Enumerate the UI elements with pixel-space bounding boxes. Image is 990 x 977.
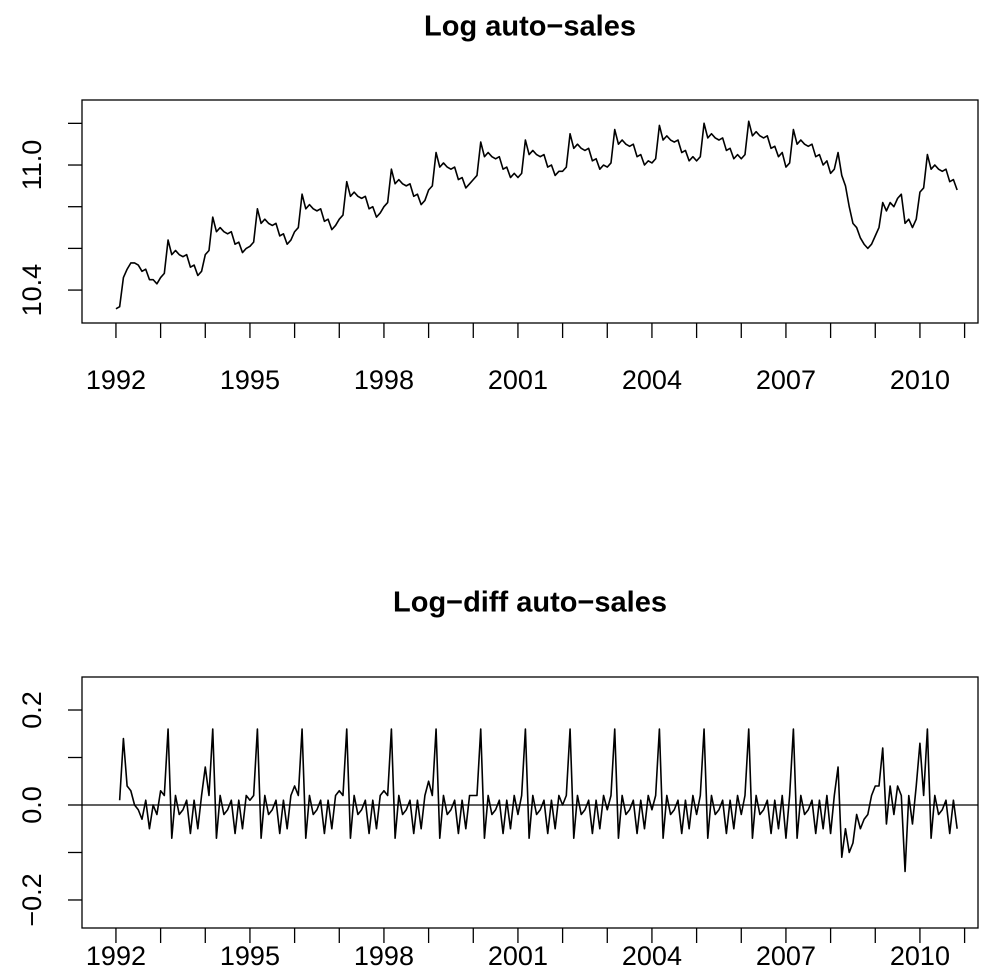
x-tick-label: 1992: [86, 365, 146, 395]
x-tick-label: 2004: [622, 365, 682, 395]
chart-title: Log auto−sales: [424, 11, 636, 43]
x-tick-label: 1995: [220, 365, 280, 395]
x-tick-label: 2001: [488, 365, 548, 395]
y-tick-label: 0.2: [17, 691, 47, 729]
x-tick-label: 2007: [756, 941, 816, 971]
x-tick-label: 1998: [354, 941, 414, 971]
y-tick-label: −0.2: [17, 873, 47, 926]
x-tick-label: 2007: [756, 365, 816, 395]
y-tick-label: 10.4: [17, 264, 47, 317]
x-tick-label: 2004: [622, 941, 682, 971]
chart-title: Log−diff auto−sales: [393, 587, 667, 619]
series-line: [118, 728, 958, 873]
x-tick-label: 1995: [220, 941, 280, 971]
x-tick-label: 2001: [488, 941, 548, 971]
y-tick-label: 11.0: [17, 140, 47, 191]
x-tick-label: 1998: [354, 365, 414, 395]
series-line: [115, 120, 958, 310]
x-tick-label: 2010: [890, 941, 950, 971]
y-tick-label: 0.0: [17, 786, 47, 824]
x-tick-label: 1992: [86, 941, 146, 971]
x-tick-label: 2010: [890, 365, 950, 395]
plot-frame: [81, 99, 979, 324]
plot-frame: [81, 676, 979, 929]
